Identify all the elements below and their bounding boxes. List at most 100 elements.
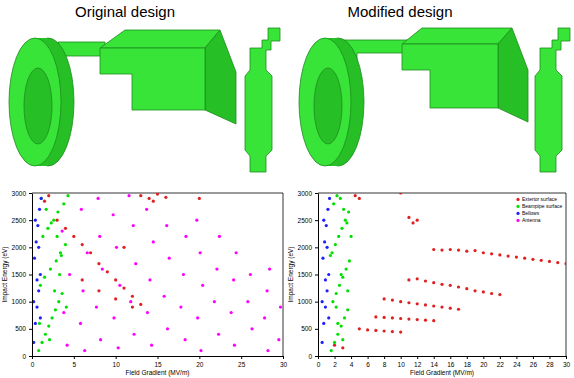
point xyxy=(374,329,377,332)
points xyxy=(32,193,282,352)
x-tick-mark xyxy=(566,356,567,359)
point xyxy=(106,270,109,273)
x-tick-mark xyxy=(516,356,517,359)
point xyxy=(340,273,343,276)
point xyxy=(324,278,327,281)
point xyxy=(34,219,37,222)
chart: 051015202530050010001500200025003000Fiel… xyxy=(1,190,287,377)
point xyxy=(61,229,64,232)
point xyxy=(333,341,336,344)
x-tick-mark xyxy=(401,356,402,359)
x-axis: 024681012141618202224262830 xyxy=(317,356,571,368)
x-tick-mark xyxy=(384,356,385,359)
point xyxy=(164,196,167,199)
point xyxy=(47,325,50,328)
x-tick: 10 xyxy=(398,356,406,368)
point xyxy=(399,330,402,333)
point xyxy=(328,197,331,200)
point xyxy=(114,297,117,300)
point xyxy=(35,278,38,281)
x-tick-mark xyxy=(417,356,418,359)
point xyxy=(163,295,166,298)
point xyxy=(341,346,344,349)
point xyxy=(335,306,338,309)
point xyxy=(184,338,187,341)
y-tick-mark xyxy=(315,329,318,330)
point xyxy=(407,216,410,219)
x-tick: 30 xyxy=(563,356,571,368)
point xyxy=(59,251,62,254)
point xyxy=(72,235,75,238)
point xyxy=(326,208,329,211)
point xyxy=(337,235,340,238)
y-tick-mark xyxy=(315,220,318,221)
point xyxy=(324,306,327,309)
x-axis: 051015202530 xyxy=(31,356,288,368)
x-tick-mark xyxy=(283,356,284,359)
point xyxy=(99,338,102,341)
point xyxy=(56,210,59,213)
point xyxy=(139,194,142,197)
legend-label: Bellows xyxy=(522,210,540,216)
box-side xyxy=(498,28,528,122)
point xyxy=(416,302,419,305)
point xyxy=(117,346,120,349)
point xyxy=(235,251,238,254)
point xyxy=(449,284,452,287)
x-tick-label: 8 xyxy=(383,361,387,368)
x-tick-label: 20 xyxy=(480,361,488,368)
point xyxy=(332,202,335,205)
point xyxy=(523,257,526,260)
legend-marker xyxy=(516,219,519,222)
point xyxy=(345,221,348,224)
point xyxy=(45,208,48,211)
side-view xyxy=(245,28,280,172)
x-tick-label: 10 xyxy=(113,361,121,368)
chart: 0246810121416182022242628300500100015002… xyxy=(287,190,570,377)
point xyxy=(407,301,410,304)
disk-recess xyxy=(24,68,52,144)
point xyxy=(465,287,468,290)
x-tick-label: 12 xyxy=(414,361,422,368)
point xyxy=(148,197,151,200)
point xyxy=(325,224,328,227)
point xyxy=(407,317,410,320)
legend-marker xyxy=(516,198,519,201)
y-tick-mark xyxy=(315,247,318,248)
legend-marker xyxy=(516,212,519,215)
point xyxy=(325,289,328,292)
legend-label: Antenna xyxy=(522,217,541,223)
box-front xyxy=(402,44,498,108)
point xyxy=(232,278,235,281)
point xyxy=(62,202,65,205)
point xyxy=(198,197,201,200)
x-tick-mark xyxy=(199,356,200,359)
point xyxy=(39,273,42,276)
point xyxy=(266,349,269,352)
point xyxy=(213,300,216,303)
point xyxy=(36,224,39,227)
point xyxy=(432,319,435,322)
point xyxy=(490,292,493,295)
point xyxy=(38,208,41,211)
x-tick: 16 xyxy=(447,356,455,368)
x-tick: 26 xyxy=(530,356,538,368)
point xyxy=(41,235,44,238)
y-axis: 050010001500200025003000 xyxy=(298,190,319,360)
legend-marker xyxy=(516,205,519,208)
point xyxy=(322,322,325,325)
point xyxy=(349,235,352,238)
point xyxy=(146,311,149,314)
cad-model xyxy=(9,28,280,172)
point xyxy=(411,221,414,224)
point xyxy=(131,306,134,309)
point xyxy=(118,284,121,287)
point xyxy=(325,246,328,249)
point xyxy=(195,219,198,222)
point xyxy=(432,248,435,251)
point xyxy=(89,251,92,254)
point xyxy=(358,197,361,200)
x-tick-label: 24 xyxy=(513,361,521,368)
disk-front xyxy=(9,38,61,166)
point xyxy=(531,258,534,261)
